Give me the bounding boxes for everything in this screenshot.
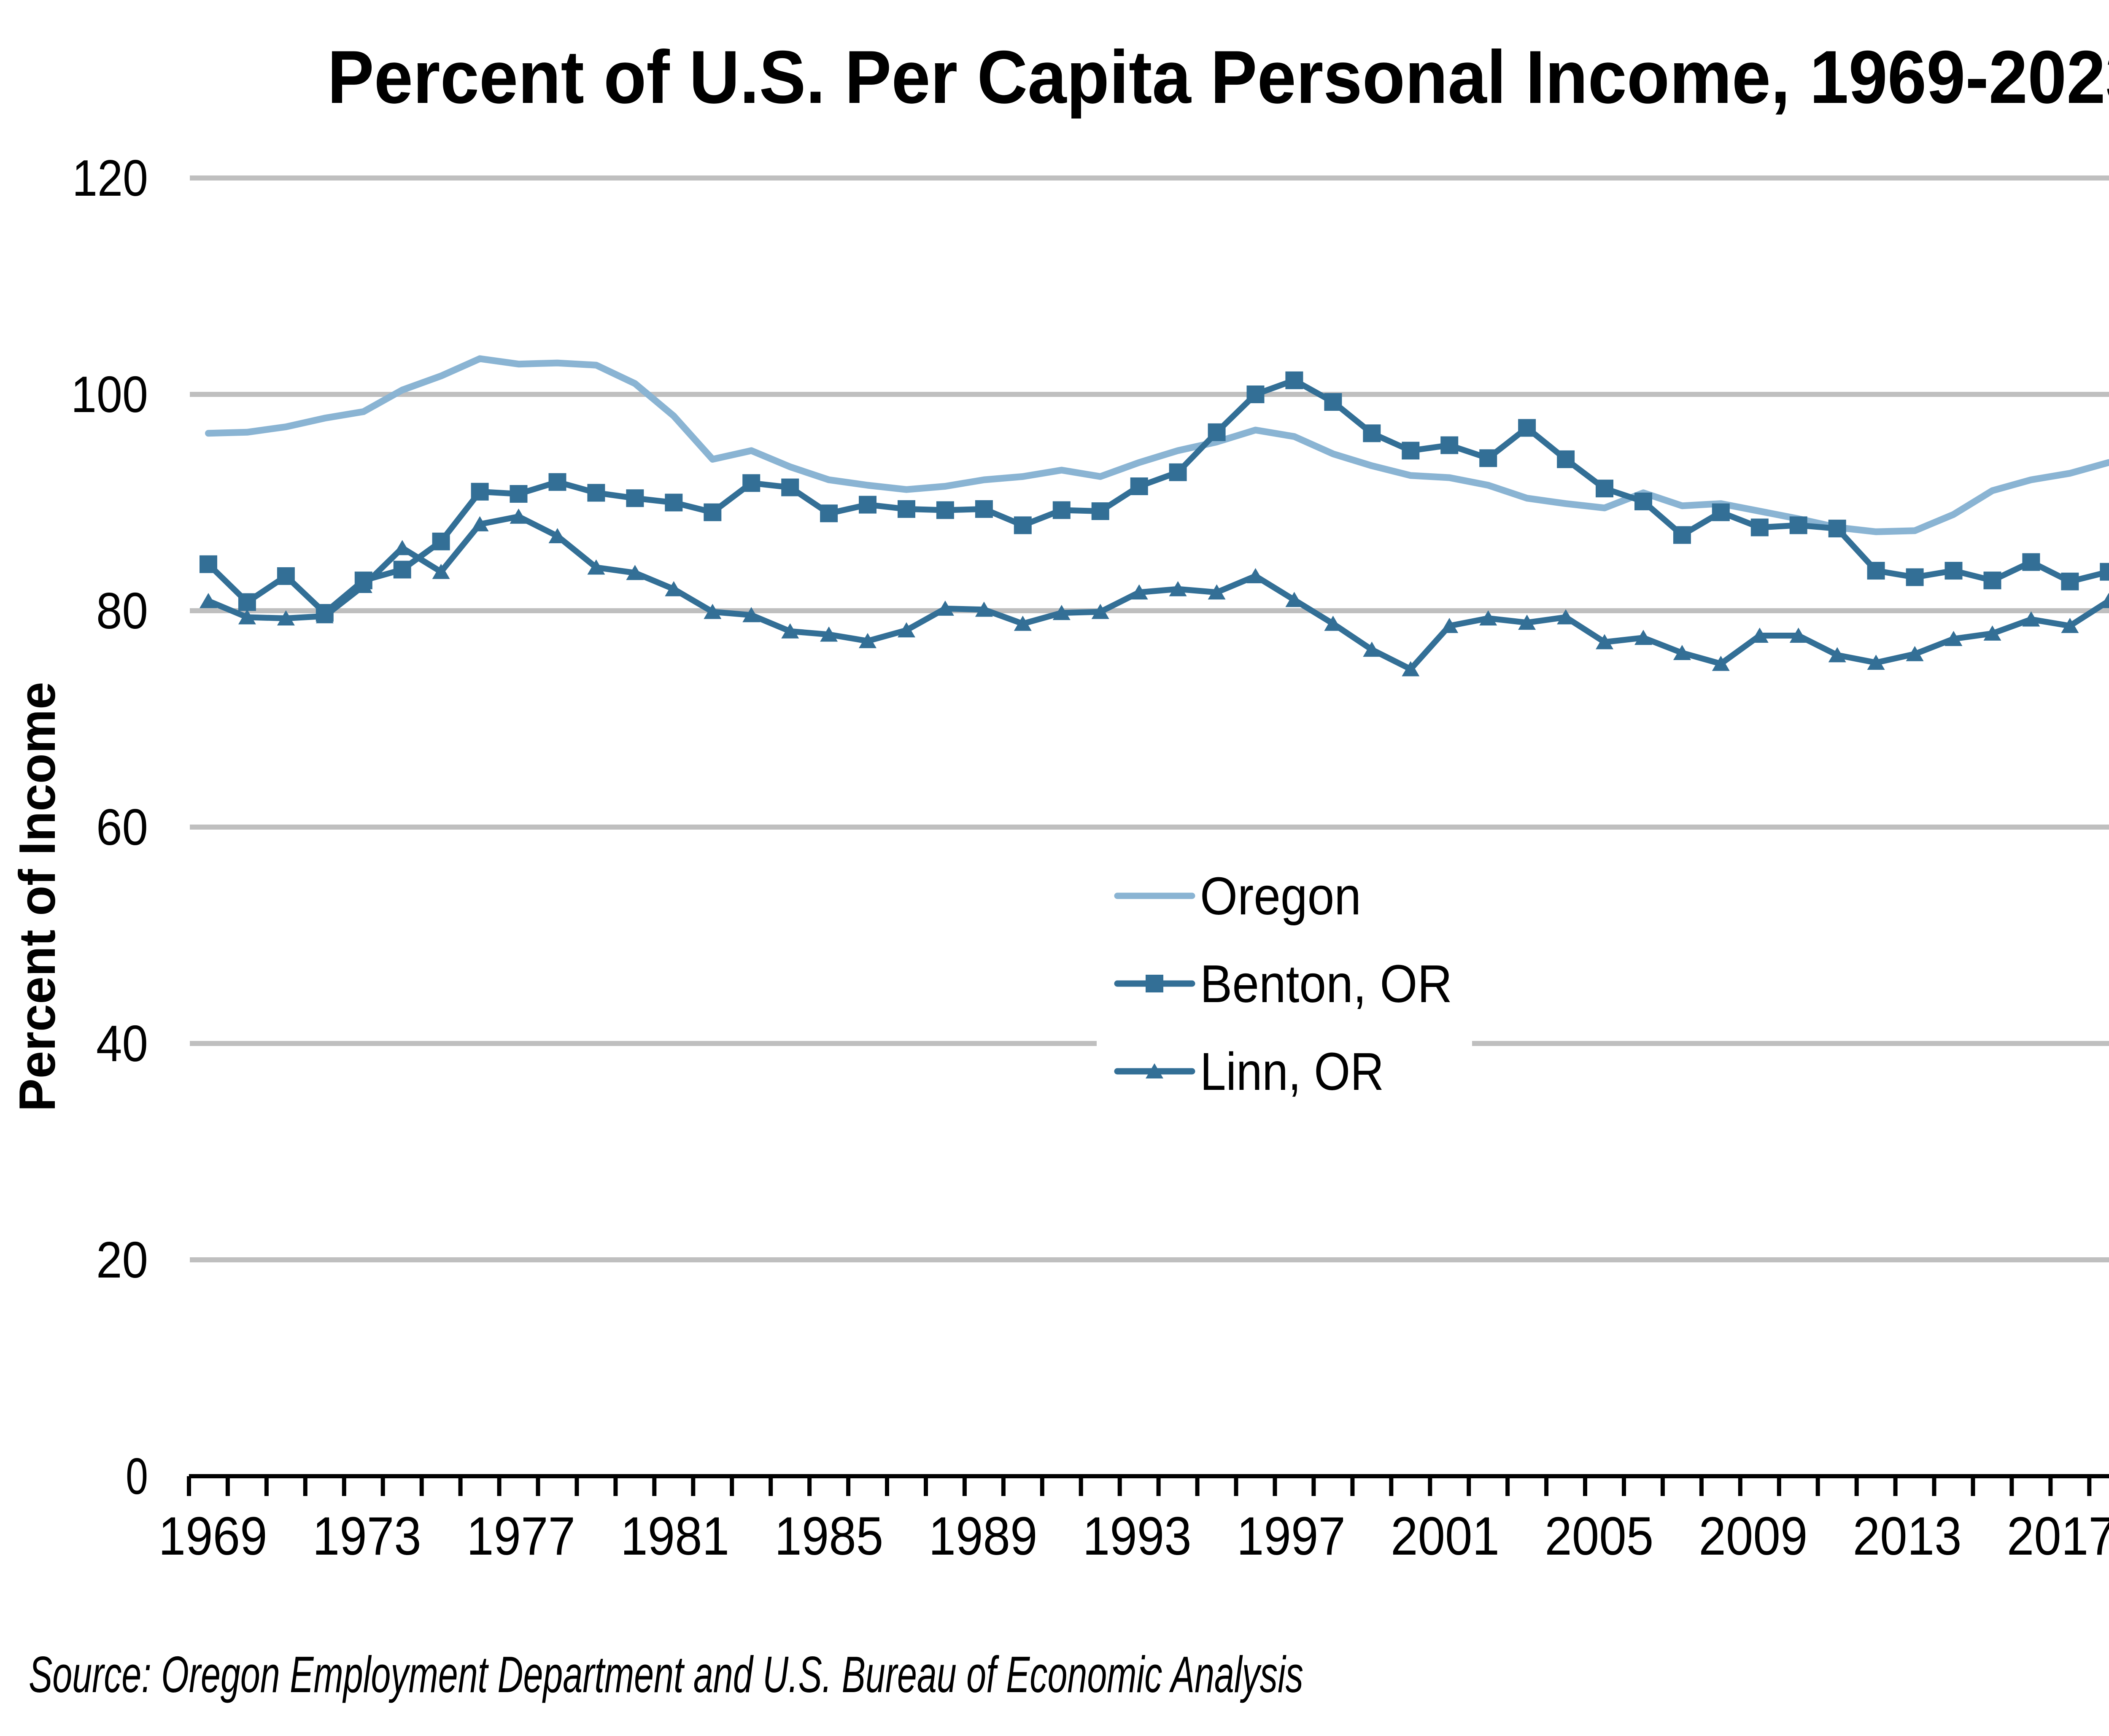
svg-text:20: 20 [96, 1231, 148, 1289]
svg-text:Linn, OR: Linn, OR [1200, 1042, 1384, 1101]
svg-text:1973: 1973 [313, 1506, 421, 1566]
svg-text:2009: 2009 [1699, 1506, 1807, 1566]
svg-text:Percent of Income: Percent of Income [8, 682, 66, 1112]
svg-text:1969: 1969 [159, 1506, 267, 1566]
svg-text:2001: 2001 [1391, 1506, 1499, 1566]
svg-text:40: 40 [96, 1015, 148, 1072]
svg-text:1997: 1997 [1237, 1506, 1346, 1566]
svg-text:Source: Oregon Employment Depa: Source: Oregon Employment Department and… [29, 1646, 1303, 1703]
svg-text:1977: 1977 [467, 1506, 575, 1566]
svg-text:1985: 1985 [774, 1506, 883, 1566]
svg-text:1981: 1981 [620, 1506, 729, 1566]
svg-text:2005: 2005 [1545, 1506, 1653, 1566]
svg-text:Oregon: Oregon [1200, 866, 1361, 926]
svg-text:1993: 1993 [1083, 1506, 1192, 1566]
svg-text:Benton, OR: Benton, OR [1200, 954, 1452, 1014]
svg-text:1989: 1989 [929, 1506, 1038, 1566]
svg-text:120: 120 [72, 149, 148, 207]
svg-text:0: 0 [126, 1448, 148, 1505]
svg-text:Percent of U.S. Per Capita Per: Percent of U.S. Per Capita Personal Inco… [327, 35, 2109, 119]
svg-text:100: 100 [71, 366, 148, 423]
svg-text:2017: 2017 [2007, 1506, 2109, 1566]
svg-text:80: 80 [96, 582, 148, 639]
svg-text:60: 60 [96, 798, 148, 856]
svg-text:2013: 2013 [1853, 1506, 1962, 1566]
